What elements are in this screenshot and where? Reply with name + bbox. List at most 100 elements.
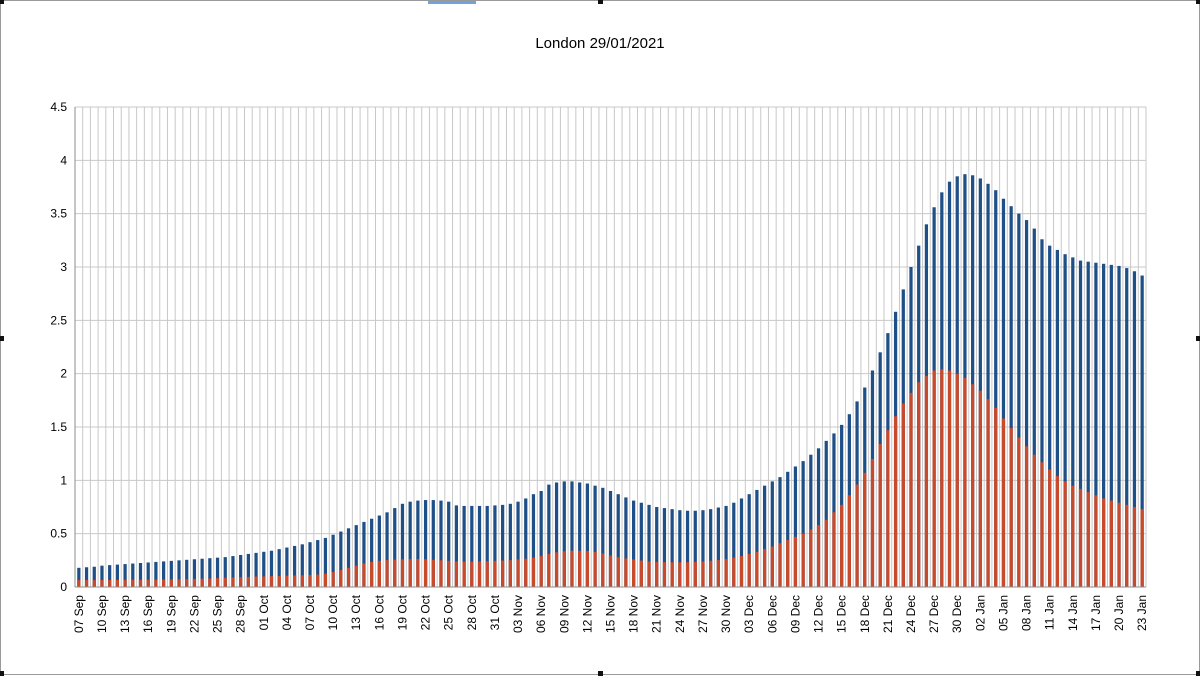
bar-series-1 <box>339 531 343 587</box>
resize-handle-middle-right[interactable] <box>1196 336 1200 341</box>
x-tick-label: 28 Oct <box>465 594 479 630</box>
bar-series-2 <box>562 551 566 587</box>
bar-series-2 <box>354 565 358 587</box>
x-tick-label: 10 Oct <box>326 594 340 630</box>
resize-handle-top-right[interactable] <box>1196 0 1200 4</box>
bar-series-2 <box>570 550 574 587</box>
x-tick-label: 31 Oct <box>488 594 502 630</box>
bar-series-1 <box>554 482 559 587</box>
resize-handle-bottom-left[interactable] <box>0 671 4 676</box>
bar-series-1 <box>986 183 990 588</box>
x-tick-label: 17 Jan <box>1089 595 1103 631</box>
bar-series-2 <box>901 403 905 587</box>
bar-series-2 <box>447 560 451 587</box>
bar-series-1 <box>423 500 428 587</box>
bar-series-1 <box>131 563 135 587</box>
bar-series-2 <box>239 577 243 587</box>
bar-series-2 <box>200 578 204 587</box>
bar-series-2 <box>423 559 428 587</box>
bar-series-1 <box>138 563 143 587</box>
bar-series-1 <box>709 509 713 587</box>
bar-series-1 <box>416 500 420 587</box>
x-tick-label: 14 Jan <box>1066 595 1080 631</box>
x-tick-label: 09 Nov <box>557 595 571 633</box>
y-tick-label: 2 <box>60 367 67 381</box>
bar-series-1 <box>477 505 482 587</box>
bar-series-2 <box>870 459 875 587</box>
bar-series-1 <box>762 485 767 587</box>
bar-series-2 <box>963 377 967 587</box>
bar-series-2 <box>608 555 613 587</box>
series-second-bars <box>77 369 1144 587</box>
bar-series-2 <box>400 559 405 587</box>
bar-series-2 <box>832 512 836 587</box>
bar-series-1 <box>77 567 81 587</box>
bar-series-1 <box>300 544 304 587</box>
resize-handle-top-center[interactable] <box>598 0 603 4</box>
bar-series-2 <box>1048 469 1052 587</box>
bar-series-1 <box>1132 271 1137 587</box>
bar-series-2 <box>192 578 197 587</box>
bar-series-1 <box>978 178 982 587</box>
resize-handle-bottom-right[interactable] <box>1196 671 1200 676</box>
bar-series-1 <box>585 483 590 587</box>
resize-handle-top-left[interactable] <box>0 0 4 4</box>
x-tick-label: 25 Oct <box>442 594 456 630</box>
bar-series-1 <box>531 494 536 587</box>
bar-series-2 <box>1040 462 1044 587</box>
bar-series-2 <box>893 416 898 587</box>
bar-series-2 <box>732 557 736 587</box>
bar-series-2 <box>978 390 982 587</box>
bar-series-2 <box>1063 481 1067 587</box>
bar-series-1 <box>632 500 636 587</box>
bar-series-2 <box>470 561 474 587</box>
bar-series-1 <box>1117 265 1121 587</box>
bar-series-1 <box>1055 249 1060 587</box>
bar-series-1 <box>308 542 312 587</box>
bar-series-2 <box>1109 500 1113 587</box>
bar-series-2 <box>123 579 127 587</box>
bar-series-1 <box>485 505 489 587</box>
x-tick-label: 16 Oct <box>372 594 386 630</box>
bar-series-2 <box>300 575 304 587</box>
bar-series-1 <box>354 525 358 587</box>
bar-series-2 <box>647 561 651 587</box>
bar-series-1 <box>346 528 351 587</box>
bar-series-1 <box>84 567 89 587</box>
bar-series-1 <box>501 504 505 587</box>
bar-series-2 <box>285 575 289 587</box>
bar-series-2 <box>809 529 813 587</box>
x-tick-label: 23 Jan <box>1135 595 1149 631</box>
bar-series-1 <box>662 508 667 587</box>
bar-series-1 <box>262 551 266 587</box>
x-tick-label: 27 Nov <box>696 595 710 633</box>
bar-series-1 <box>285 547 289 587</box>
bar-series-2 <box>485 561 489 587</box>
bar-series-2 <box>1001 418 1006 587</box>
bar-series-2 <box>840 504 844 587</box>
bar-series-1 <box>92 566 96 587</box>
bar-series-2 <box>747 553 751 587</box>
x-axis-ticks: 07 Sep 10 Sep 13 Sep 16 Sep 19 Sep 22 Sep 25 S… <box>72 594 1149 633</box>
bar-series-2 <box>863 472 867 587</box>
bar-series-1 <box>539 491 543 587</box>
bar-series-2 <box>655 561 659 587</box>
x-tick-label: 22 Oct <box>419 594 433 630</box>
bar-series-1 <box>231 556 235 587</box>
bar-series-1 <box>778 477 782 587</box>
resize-handle-middle-left[interactable] <box>0 336 4 341</box>
bar-series-2 <box>1055 476 1060 587</box>
bar-series-2 <box>616 557 620 587</box>
bar-series-2 <box>177 579 181 587</box>
x-tick-label: 27 Dec <box>927 595 941 633</box>
x-tick-label: 05 Jan <box>996 595 1010 631</box>
bar-series-2 <box>986 399 990 587</box>
resize-handle-bottom-center[interactable] <box>598 671 603 676</box>
bar-series-1 <box>693 510 697 587</box>
bar-series-2 <box>778 543 782 587</box>
bar-series-2 <box>231 577 235 587</box>
bar-series-2 <box>161 579 166 587</box>
bar-series-1 <box>408 501 412 587</box>
bar-series-1 <box>362 521 366 587</box>
bar-series-1 <box>447 501 451 587</box>
